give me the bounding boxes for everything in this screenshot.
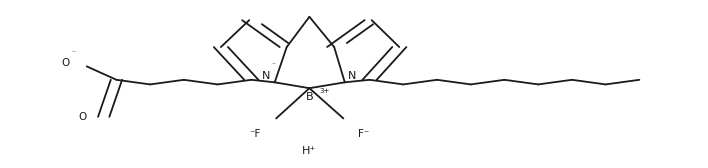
Text: ⁻F: ⁻F (249, 129, 261, 139)
Text: ⁻: ⁻ (271, 62, 275, 69)
Text: F⁻: F⁻ (358, 129, 369, 139)
Text: H⁺: H⁺ (302, 146, 316, 156)
Text: 3+: 3+ (319, 88, 330, 94)
Text: O: O (79, 112, 86, 122)
Text: B: B (306, 92, 313, 102)
Text: O: O (62, 58, 69, 68)
Text: N: N (262, 71, 270, 81)
Text: ⁻: ⁻ (72, 48, 76, 57)
Text: N: N (348, 71, 356, 81)
